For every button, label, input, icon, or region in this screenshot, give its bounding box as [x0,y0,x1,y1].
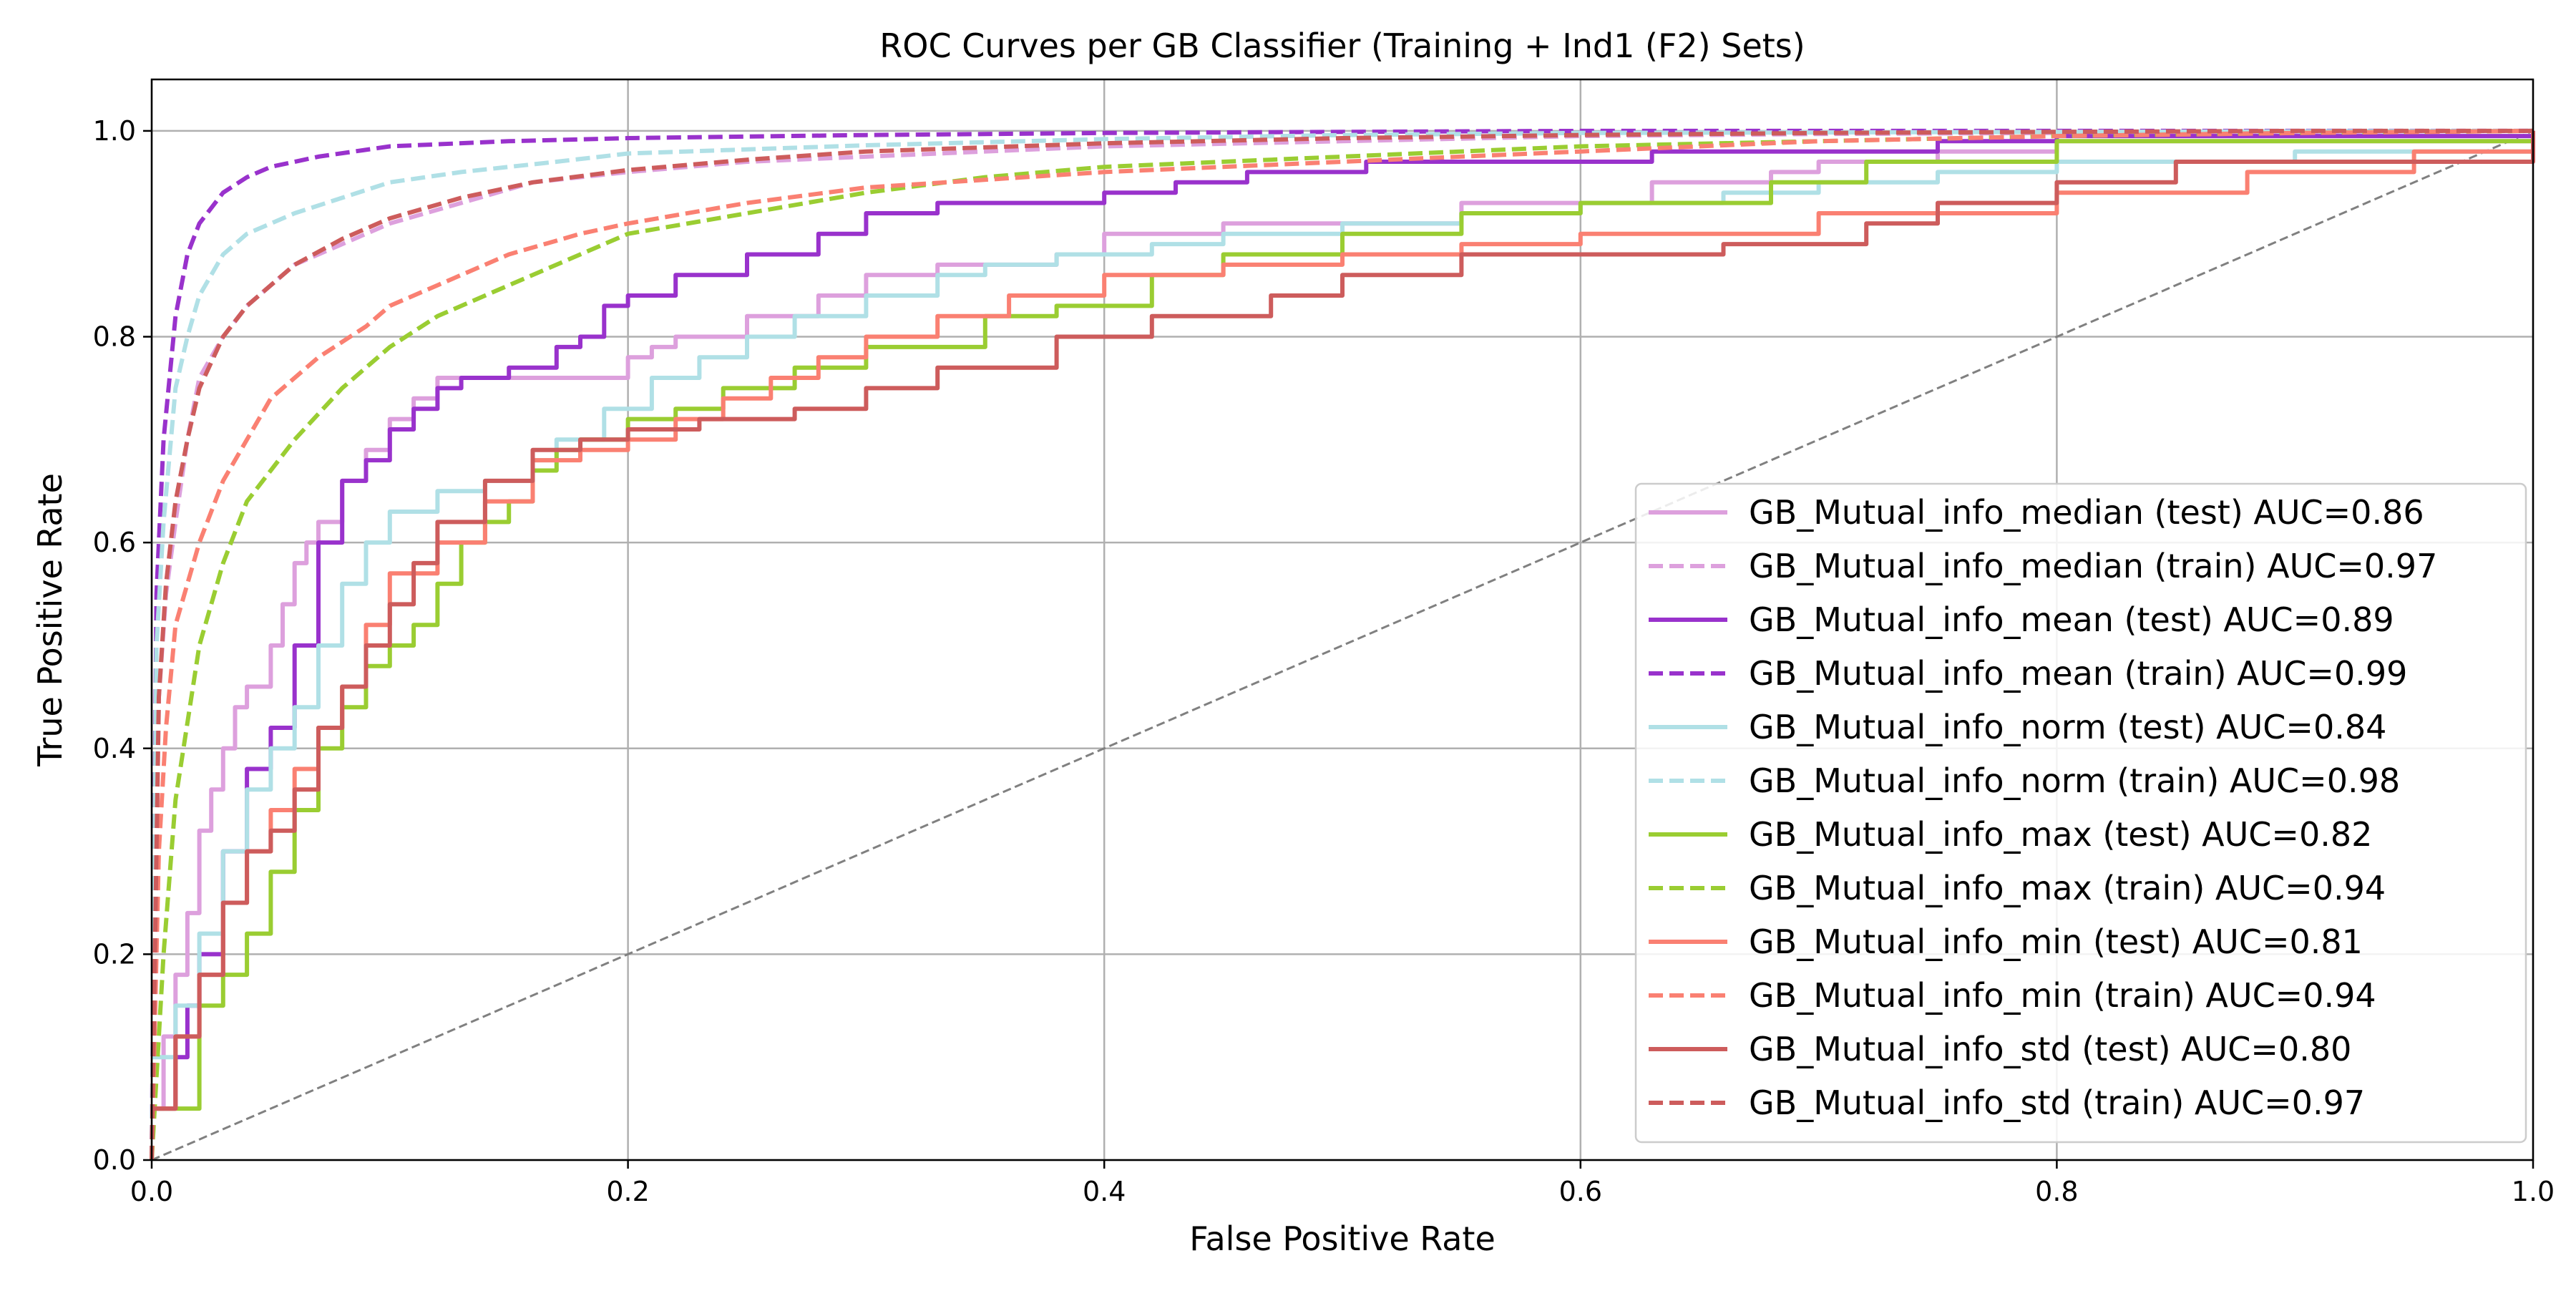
y-tick-label: 0.4 [93,733,136,764]
y-tick-label: 0.8 [93,321,136,353]
legend-label: GB_Mutual_info_max (train) AUC=0.94 [1749,869,2386,907]
y-tick-label: 1.0 [93,115,136,147]
tick-layer: 0.0 0.2 0.4 0.6 0.8 1.0 0.0 0.2 0.4 0.6 0.8 1.0 [93,115,2555,1207]
series-line-7 [150,128,2534,1161]
y-tick-label: 0.6 [93,527,136,558]
legend-label: GB_Mutual_info_mean (train) AUC=0.99 [1749,654,2407,693]
legend-label: GB_Mutual_info_median (test) AUC=0.86 [1749,493,2424,532]
chart-title: ROC Curves per GB Classifier (Training +… [879,26,1805,65]
series-line-11 [150,128,2533,1161]
y-tick-label: 0.0 [93,1144,136,1176]
series-line-8 [152,130,2535,1111]
series-layer [150,128,2535,1161]
y-axis-label: True Positive Rate [31,473,69,767]
x-tick-label: 0.2 [606,1176,649,1207]
y-tick-label: 0.2 [93,938,136,970]
x-tick-label: 1.0 [2512,1176,2555,1207]
legend-box [1634,482,2527,1144]
legend-label: GB_Mutual_info_norm (train) AUC=0.98 [1749,761,2400,800]
series-line-9 [150,128,2534,1161]
series-line-3 [150,128,2533,1161]
x-axis-label: False Positive Rate [1189,1219,1496,1258]
legend-label: GB_Mutual_info_mean (test) AUC=0.89 [1749,600,2394,639]
legend-label: GB_Mutual_info_min (test) AUC=0.81 [1749,922,2363,961]
x-tick-label: 0.6 [1559,1176,1602,1207]
x-tick-label: 0.0 [130,1176,173,1207]
x-tick-label: 0.4 [1083,1176,1126,1207]
legend-label: GB_Mutual_info_std (train) AUC=0.97 [1749,1083,2365,1122]
x-tick-label: 0.8 [2035,1176,2078,1207]
series-line-5 [150,128,2534,1161]
legend-label: GB_Mutual_info_norm (test) AUC=0.84 [1749,708,2386,746]
legend: GB_Mutual_info_median (test) AUC=0.86 GB_… [1634,482,2527,1144]
series-line-10 [152,130,2535,1111]
legend-label: GB_Mutual_info_std (test) AUC=0.80 [1749,1030,2351,1068]
diagonal-layer [151,130,2534,1161]
legend-label: GB_Mutual_info_min (train) AUC=0.94 [1749,976,2376,1015]
legend-label: GB_Mutual_info_max (test) AUC=0.82 [1749,815,2372,854]
chance-diagonal-line [151,130,2534,1161]
legend-label: GB_Mutual_info_median (train) AUC=0.97 [1749,547,2437,585]
plot-frame [150,78,2534,1161]
